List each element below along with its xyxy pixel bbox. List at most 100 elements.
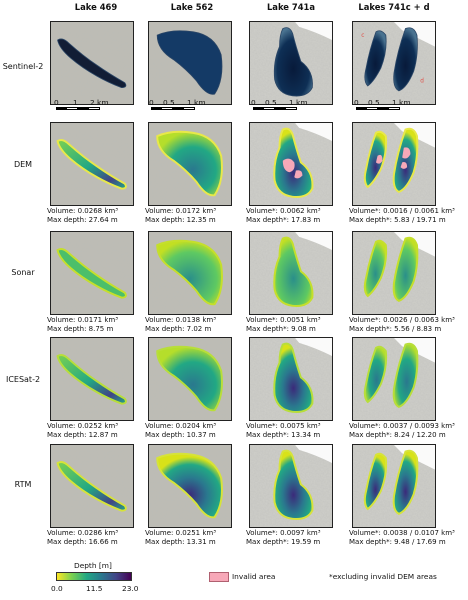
lake-shape	[156, 30, 223, 95]
lake-shape	[273, 449, 314, 521]
invalid-area-swatch	[209, 572, 229, 582]
legend-title: Depth [m]	[74, 561, 112, 570]
max-depth-text: Max depth: 12.35 m	[145, 216, 216, 224]
colorbar-tick-mid: 11.5	[86, 584, 103, 593]
max-depth-text: Max depth*: 19.59 m	[246, 538, 321, 546]
invalid-area	[375, 154, 383, 164]
volume-text: Volume*: 0.0016 / 0.0061 km³	[349, 207, 455, 215]
scalebar-lake-741a: 0 0.5 1 km	[251, 98, 311, 120]
volume-text: Volume: 0.0204 km³	[145, 422, 217, 430]
map-panel-rtm-lake-562	[148, 444, 232, 528]
lake-shape	[363, 345, 388, 404]
map-panel-icesat-2-lakes-741cd	[352, 337, 436, 421]
caption-dem-lake-469: Volume: 0.0268 km³ Max depth: 27.64 m	[47, 207, 118, 225]
caption-icesat-2-lakes-741cd: Volume*: 0.0037 / 0.0093 km³ Max depth*: …	[349, 422, 455, 440]
row-label-icesat-2: ICESat-2	[5, 375, 41, 384]
invalid-area	[400, 162, 408, 169]
lake-shape	[56, 138, 127, 190]
map-panel-dem-lake-469	[50, 122, 134, 206]
lake-label-d: d	[420, 79, 424, 85]
volume-text: Volume*: 0.0051 km³	[246, 316, 321, 324]
scalebar-lake-562: 0 0.5 1 km	[149, 98, 209, 120]
volume-text: Volume: 0.0286 km³	[47, 529, 119, 537]
lake-shape	[156, 345, 223, 412]
max-depth-text: Max depth: 7.02 m	[145, 325, 212, 333]
lake-label-c: c	[361, 33, 364, 39]
caption-sonar-lakes-741cd: Volume*: 0.0026 / 0.0063 km³ Max depth*: …	[349, 316, 455, 334]
map-panel-dem-lakes-741cd	[352, 122, 436, 206]
invalid-area	[282, 158, 295, 173]
max-depth-text: Max depth: 8.75 m	[47, 325, 114, 333]
lake-shape	[392, 449, 419, 515]
max-depth-text: Max depth*: 5.83 / 19.71 m	[349, 216, 446, 224]
row-label-sonar: Sonar	[11, 268, 35, 277]
map-panel-icesat-2-lake-469	[50, 337, 134, 421]
volume-text: Volume*: 0.0037 / 0.0093 km³	[349, 422, 455, 430]
caption-sonar-lake-741a: Volume*: 0.0051 km³ Max depth*: 9.08 m	[246, 316, 321, 334]
column-header-lakes-741cd: Lakes 741c + d	[358, 2, 430, 12]
map-panel-rtm-lakes-741cd	[352, 444, 436, 528]
volume-text: Volume: 0.0268 km³	[47, 207, 119, 215]
lake-shape	[273, 236, 314, 308]
max-depth-text: Max depth: 27.64 m	[47, 216, 118, 224]
volume-text: Volume*: 0.0026 / 0.0063 km³	[349, 316, 455, 324]
max-depth-text: Max depth: 13.31 m	[145, 538, 216, 546]
scalebar-lakes-741cd: 0 0.5 1 km	[354, 98, 414, 120]
max-depth-text: Max depth*: 9.08 m	[246, 325, 316, 333]
map-panel-sonar-lake-469	[50, 231, 134, 315]
max-depth-text: Max depth: 12.87 m	[47, 431, 118, 439]
volume-text: Volume*: 0.0075 km³	[246, 422, 321, 430]
lake-shape	[393, 27, 418, 92]
map-panel-rtm-lake-469	[50, 444, 134, 528]
lake-shape	[156, 130, 223, 197]
column-header-lake-562: Lake 562	[170, 2, 214, 12]
volume-text: Volume*: 0.0038 / 0.0107 km³	[349, 529, 455, 537]
map-panel-icesat-2-lake-562	[148, 337, 232, 421]
volume-text: Volume: 0.0171 km³	[47, 316, 119, 324]
map-panel-sonar-lakes-741cd	[352, 231, 436, 315]
max-depth-text: Max depth*: 5.56 / 8.83 m	[349, 325, 442, 333]
map-panel-sentinel-2-lake-741a	[249, 21, 333, 105]
caption-icesat-2-lake-741a: Volume*: 0.0075 km³ Max depth*: 13.34 m	[246, 422, 321, 440]
max-depth-text: Max depth*: 17.83 m	[246, 216, 321, 224]
caption-rtm-lakes-741cd: Volume*: 0.0038 / 0.0107 km³ Max depth*: …	[349, 529, 455, 547]
volume-text: Volume: 0.0138 km³	[145, 316, 217, 324]
lake-shape	[363, 239, 388, 298]
scalebar-lake-469: 0 1 2 km	[54, 98, 114, 120]
caption-rtm-lake-562: Volume: 0.0251 km³ Max depth: 13.31 m	[145, 529, 216, 547]
colorbar-tick-min: 0.0	[51, 584, 63, 593]
map-panel-sentinel-2-lake-562	[148, 21, 232, 105]
map-panel-sonar-lake-741a	[249, 231, 333, 315]
column-header-lake-469: Lake 469	[74, 2, 118, 12]
map-panel-sentinel-2-lake-469	[50, 21, 134, 105]
lake-shape	[156, 239, 223, 306]
volume-text: Volume: 0.0172 km³	[145, 207, 217, 215]
lake-shape	[273, 342, 314, 414]
lake-shape	[364, 30, 387, 87]
map-panel-icesat-2-lake-741a	[249, 337, 333, 421]
max-depth-text: Max depth*: 13.34 m	[246, 431, 321, 439]
lake-shape	[392, 236, 419, 302]
volume-text: Volume*: 0.0097 km³	[246, 529, 321, 537]
lake-shape	[273, 27, 313, 97]
map-panel-sonar-lake-562	[148, 231, 232, 315]
row-label-sentinel-2: Sentinel-2	[2, 62, 44, 71]
caption-rtm-lake-741a: Volume*: 0.0097 km³ Max depth*: 19.59 m	[246, 529, 321, 547]
max-depth-text: Max depth*: 8.24 / 12.20 m	[349, 431, 446, 439]
invalid-area-label: Invalid area	[232, 572, 276, 581]
max-depth-text: Max depth: 16.66 m	[47, 538, 118, 546]
volume-text: Volume: 0.0252 km³	[47, 422, 119, 430]
max-depth-text: Max depth: 10.37 m	[145, 431, 216, 439]
lake-shape	[392, 342, 419, 408]
map-panel-dem-lake-741a	[249, 122, 333, 206]
lake-shape	[56, 460, 127, 512]
lake-shape	[56, 247, 127, 299]
max-depth-text: Max depth*: 9.48 / 17.69 m	[349, 538, 446, 546]
lake-shape	[56, 353, 127, 405]
caption-dem-lake-562: Volume: 0.0172 km³ Max depth: 12.35 m	[145, 207, 216, 225]
map-panel-dem-lake-562	[148, 122, 232, 206]
volume-text: Volume: 0.0251 km³	[145, 529, 217, 537]
footnote-excluding-invalid: *excluding invalid DEM areas	[329, 572, 437, 581]
caption-sonar-lake-469: Volume: 0.0171 km³ Max depth: 8.75 m	[47, 316, 118, 334]
